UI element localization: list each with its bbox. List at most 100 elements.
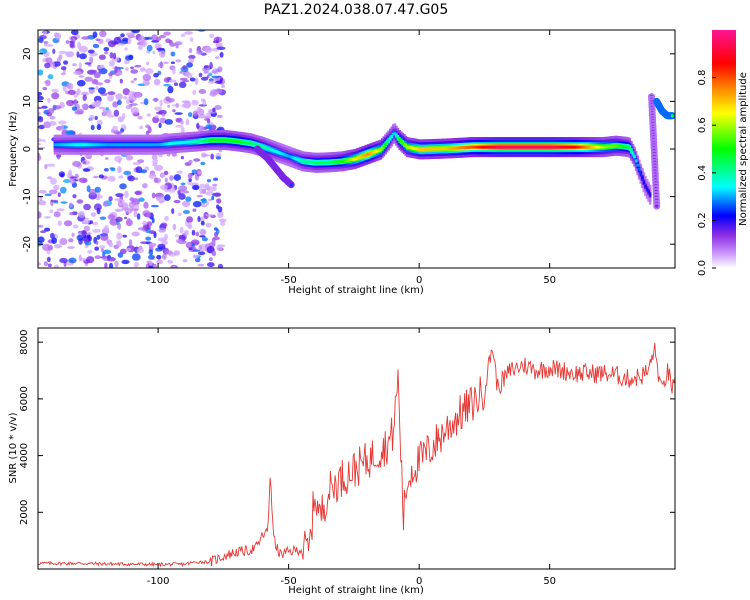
ridge-cell <box>623 145 627 149</box>
noise-speckle <box>122 234 127 238</box>
ridge-cell <box>282 152 285 156</box>
noise-speckle <box>160 222 168 228</box>
noise-speckle <box>74 110 84 115</box>
ridge-cell <box>403 142 406 146</box>
noise-speckle <box>114 198 123 201</box>
noise-speckle <box>175 43 179 49</box>
ridge-cell <box>565 145 569 149</box>
noise-speckle <box>94 246 100 251</box>
ridge-cell <box>451 146 455 150</box>
ridge-cell <box>226 138 229 142</box>
noise-speckle <box>214 105 222 110</box>
ridge-cell <box>163 142 166 146</box>
noise-speckle <box>206 118 211 124</box>
noise-speckle <box>186 62 194 68</box>
ridge-cell <box>66 143 69 147</box>
noise-speckle <box>206 179 212 183</box>
ridge-cell <box>125 143 129 147</box>
noise-speckle <box>210 153 215 160</box>
ridge-cell <box>229 139 232 143</box>
noise-speckle <box>134 64 142 68</box>
noise-speckle <box>125 153 131 160</box>
ridge-cell <box>77 143 80 147</box>
noise-speckle <box>44 193 52 197</box>
y-tick-label: 8000 <box>19 329 30 354</box>
noise-speckle <box>172 109 176 113</box>
ridge-cell <box>580 145 583 149</box>
noise-speckle <box>197 263 205 267</box>
noise-speckle <box>216 46 226 50</box>
ridge-cell <box>545 145 549 149</box>
ridge-cell <box>293 156 296 160</box>
ridge-cell <box>597 145 600 149</box>
noise-speckle <box>148 242 157 248</box>
ridge-cell <box>147 143 151 147</box>
ridge-cell <box>432 147 436 151</box>
ridge-cell <box>501 145 505 149</box>
noise-speckle <box>196 107 202 114</box>
noise-speckle <box>72 63 77 67</box>
noise-speckle <box>83 217 90 225</box>
ridge-cell <box>417 147 420 151</box>
ridge-cell <box>114 143 118 147</box>
noise-speckle <box>54 244 62 249</box>
noise-speckle <box>188 54 196 60</box>
noise-speckle <box>153 177 161 184</box>
noise-speckle <box>38 190 47 194</box>
noise-speckle <box>112 125 119 131</box>
noise-speckle <box>176 238 183 244</box>
noise-speckle <box>182 79 190 83</box>
noise-speckle <box>38 200 47 206</box>
ridge-cell <box>146 143 149 147</box>
noise-speckle <box>92 228 101 233</box>
ridge-cell <box>340 160 343 163</box>
ridge-cell <box>152 143 155 147</box>
y-tick-label: -10 <box>22 188 33 204</box>
noise-speckle <box>133 210 138 218</box>
ridge-cell <box>197 139 201 143</box>
noise-speckle <box>216 244 223 251</box>
x-tick-label: 0 <box>416 576 422 587</box>
ridge-cell <box>273 149 276 153</box>
ridge-cell <box>376 149 379 153</box>
noise-speckle <box>115 193 124 198</box>
noise-speckle <box>163 61 169 64</box>
noise-speckle <box>139 125 144 130</box>
colorbar-tick-label: 0.6 <box>697 117 708 133</box>
ridge-cell <box>291 156 295 160</box>
ridge-cell <box>448 146 451 150</box>
ridge-cell <box>335 160 339 164</box>
noise-speckle <box>133 262 139 268</box>
noise-speckle <box>130 103 138 106</box>
noise-speckle <box>156 254 162 260</box>
noise-speckle <box>204 46 213 54</box>
ridge-cell <box>457 146 461 150</box>
noise-speckle <box>163 83 171 87</box>
ridge-cell <box>522 145 525 149</box>
noise-speckle <box>86 256 95 264</box>
ridge-cell <box>61 143 65 147</box>
snr-panel: -100 -50 0 50 2000 4000 6000 8000 Height of str… <box>8 327 676 596</box>
colorbar-gradient <box>712 30 736 268</box>
ridge-cell <box>647 190 650 194</box>
ridge-cell <box>399 140 403 143</box>
noise-speckle <box>176 170 183 174</box>
snr-xlabel: Height of straight line (km) <box>288 585 424 596</box>
noise-speckle <box>159 34 166 39</box>
ridge-cell <box>366 152 370 156</box>
ridge-cell <box>648 193 652 197</box>
ridge-cell <box>470 145 473 149</box>
ridge-cell <box>493 145 497 149</box>
x-tick-label: -50 <box>280 275 296 286</box>
noise-speckle <box>180 156 184 160</box>
noise-speckle <box>104 262 108 268</box>
noise-speckle <box>153 72 159 78</box>
noise-speckle <box>45 57 53 63</box>
ridge-cell <box>507 145 511 149</box>
ridge-cell <box>645 187 649 191</box>
ridge-cell <box>86 143 90 147</box>
noise-speckle <box>132 162 141 166</box>
ridge-cell <box>72 143 76 147</box>
noise-speckle <box>201 154 210 157</box>
noise-speckle <box>182 65 187 70</box>
